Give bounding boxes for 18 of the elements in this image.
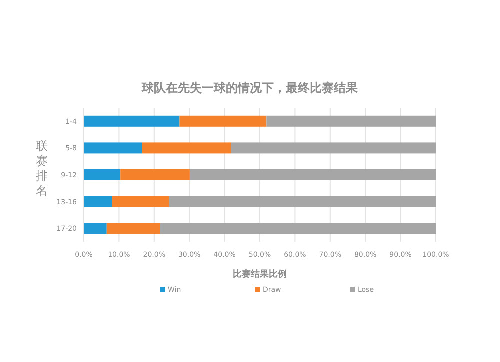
bar <box>106 223 160 234</box>
bar <box>112 196 170 208</box>
bar <box>84 116 180 127</box>
bar <box>160 223 436 234</box>
bar <box>180 116 267 127</box>
bar <box>169 196 436 208</box>
bar <box>120 170 190 180</box>
bar <box>84 223 107 234</box>
y-axis-title: 联赛排名 <box>36 139 48 198</box>
chart-title: 球队在先失一球的情况下，最终比赛结果 <box>141 81 359 95</box>
bar <box>84 170 121 180</box>
bar <box>190 170 436 180</box>
bar <box>84 196 113 208</box>
bar <box>231 142 436 154</box>
bar <box>266 116 436 127</box>
bar <box>84 142 142 154</box>
bar <box>142 142 232 154</box>
x-axis-title: 比赛结果比例 <box>233 269 287 280</box>
